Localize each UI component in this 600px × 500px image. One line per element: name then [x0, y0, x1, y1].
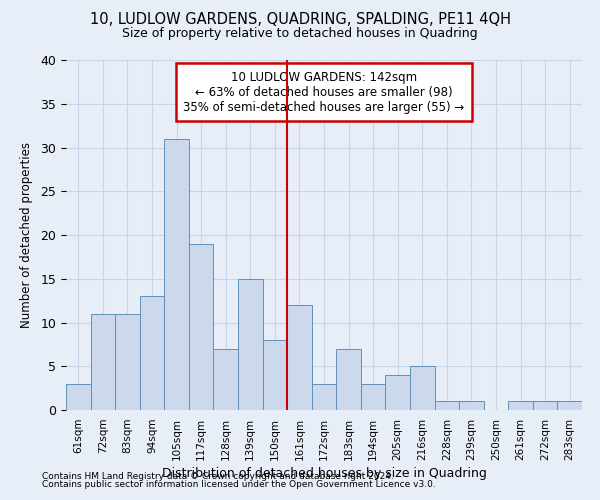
Bar: [287, 305, 312, 410]
Bar: [533, 401, 557, 410]
Text: Contains public sector information licensed under the Open Government Licence v3: Contains public sector information licen…: [42, 480, 436, 489]
Bar: [361, 384, 385, 410]
Text: 10, LUDLOW GARDENS, QUADRING, SPALDING, PE11 4QH: 10, LUDLOW GARDENS, QUADRING, SPALDING, …: [89, 12, 511, 28]
Bar: [434, 401, 459, 410]
Bar: [410, 366, 434, 410]
Bar: [140, 296, 164, 410]
Text: Size of property relative to detached houses in Quadring: Size of property relative to detached ho…: [122, 28, 478, 40]
Bar: [557, 401, 582, 410]
Bar: [238, 279, 263, 410]
Bar: [263, 340, 287, 410]
Bar: [91, 314, 115, 410]
Bar: [459, 401, 484, 410]
Bar: [312, 384, 336, 410]
Bar: [508, 401, 533, 410]
Bar: [115, 314, 140, 410]
Text: 10 LUDLOW GARDENS: 142sqm
← 63% of detached houses are smaller (98)
35% of semi-: 10 LUDLOW GARDENS: 142sqm ← 63% of detac…: [184, 70, 464, 114]
Bar: [66, 384, 91, 410]
Text: Contains HM Land Registry data © Crown copyright and database right 2024.: Contains HM Land Registry data © Crown c…: [42, 472, 394, 481]
Bar: [164, 139, 189, 410]
X-axis label: Distribution of detached houses by size in Quadring: Distribution of detached houses by size …: [161, 466, 487, 479]
Bar: [336, 349, 361, 410]
Bar: [214, 349, 238, 410]
Bar: [189, 244, 214, 410]
Y-axis label: Number of detached properties: Number of detached properties: [20, 142, 34, 328]
Bar: [385, 375, 410, 410]
